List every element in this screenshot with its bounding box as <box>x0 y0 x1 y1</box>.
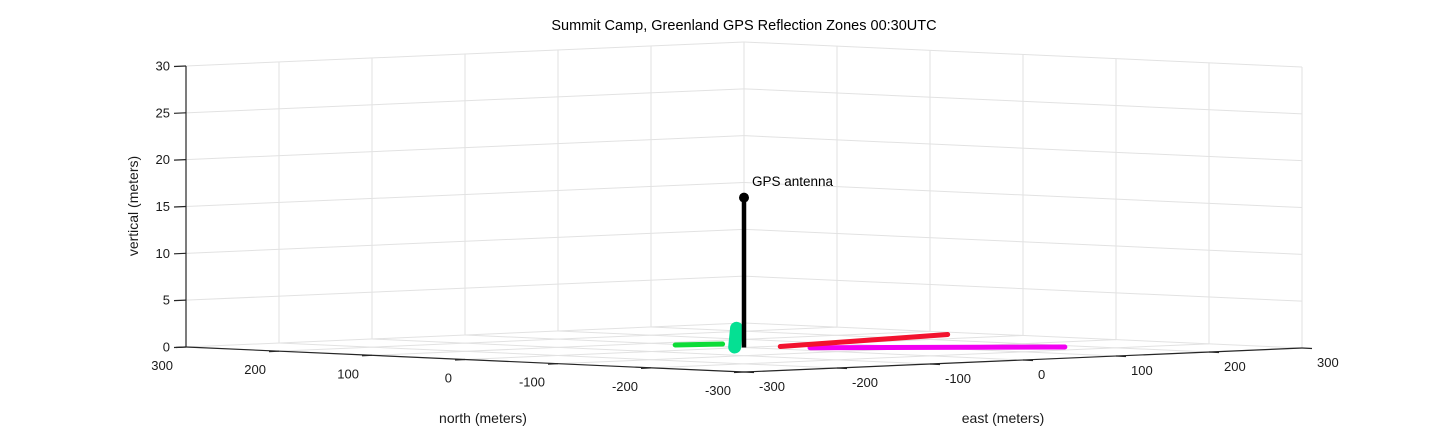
tick-label-north-0: 0 <box>445 371 452 386</box>
tick-vertical-25 <box>173 112 187 114</box>
tick-east-200 <box>1208 351 1220 354</box>
tick-label-vertical-30: 30 <box>156 58 170 73</box>
wall-grid-v-right-10 <box>743 228 1303 255</box>
tick-vertical-15 <box>173 205 187 208</box>
tick-east--300 <box>743 371 755 374</box>
tick-east--100 <box>929 363 941 366</box>
tick-north-200 <box>268 350 280 353</box>
wall-grid-v-left-30 <box>185 41 745 67</box>
tick-label-vertical-15: 15 <box>156 199 170 214</box>
floor-grid-north--100 <box>557 339 1117 365</box>
axis-label-east: east (meters) <box>962 410 1044 426</box>
tick-label-east--100: -100 <box>945 371 971 386</box>
axis-label-north: north (meters) <box>439 410 527 426</box>
wall-grid-v-right-5 <box>743 275 1303 302</box>
tick-label-north-200: 200 <box>244 362 266 377</box>
antenna-top-dot <box>739 192 749 203</box>
tick-north--200 <box>640 367 652 369</box>
tick-label-north-300: 300 <box>151 358 173 373</box>
wall-grid-v-left-20 <box>185 135 745 161</box>
axis-label-vertical: vertical (meters) <box>125 156 141 256</box>
tick-label-vertical-25: 25 <box>156 105 170 120</box>
zone-magenta <box>807 344 1068 351</box>
zone-green <box>672 341 726 348</box>
tick-label-north-100: 100 <box>337 366 359 381</box>
tick-label-east--300: -300 <box>759 379 785 394</box>
plot-title: Summit Camp, Greenland GPS Reflection Zo… <box>551 18 936 34</box>
tick-label-east-100: 100 <box>1131 363 1153 378</box>
tick-label-east-0: 0 <box>1038 367 1045 382</box>
tick-north--100 <box>547 363 559 365</box>
wall-grid-v-left-10 <box>185 228 745 254</box>
wall-grid-v-right-30 <box>743 41 1303 68</box>
tick-north--300 <box>733 371 745 374</box>
wall-grid-v-right-20 <box>743 135 1303 162</box>
floor-grid-north-300 <box>185 322 745 348</box>
wall-grid-v-left-15 <box>185 181 745 207</box>
reflection-zones <box>672 321 1068 354</box>
tick-label-east-300: 300 <box>1317 355 1339 370</box>
tick-labels: 0 5 10 15 20 25 30 300 200 100 0 -100 -200 -300 -300 -2… <box>151 58 1338 398</box>
tick-label-north--100: -100 <box>519 375 545 390</box>
tick-label-east--200: -200 <box>852 375 878 390</box>
antenna-label: GPS antenna <box>752 174 834 189</box>
tick-marks <box>173 65 1313 374</box>
tick-vertical-20 <box>173 159 187 161</box>
tick-east--200 <box>836 367 848 370</box>
wall-grid-v-left-25 <box>185 88 745 114</box>
gps-antenna-marker <box>739 192 749 348</box>
tick-north-300 <box>175 346 187 349</box>
tick-vertical-10 <box>173 252 187 255</box>
wall-grid-v-right-15 <box>743 181 1303 209</box>
tick-east-100 <box>1115 355 1127 358</box>
floor-grid-north-100 <box>371 330 931 356</box>
tick-vertical-5 <box>173 299 187 302</box>
wall-grid-v-right-25 <box>743 88 1303 115</box>
tick-vertical-30 <box>173 65 187 68</box>
tick-east-0 <box>1022 359 1034 362</box>
tick-label-north--200: -200 <box>612 379 638 394</box>
tick-label-east-200: 200 <box>1224 359 1246 374</box>
floor-grid-north--200 <box>650 343 1210 369</box>
tick-label-vertical-5: 5 <box>163 293 170 308</box>
tick-label-vertical-0: 0 <box>163 339 170 354</box>
tick-east-300 <box>1301 347 1313 350</box>
zone-springgreen <box>728 321 744 354</box>
tick-label-vertical-20: 20 <box>156 152 170 167</box>
zone-red <box>777 331 951 350</box>
tick-label-north--300: -300 <box>705 383 731 398</box>
wall-grid-v-left-5 <box>185 275 745 301</box>
tick-north-100 <box>361 354 373 357</box>
tick-label-vertical-10: 10 <box>156 246 170 261</box>
tick-north-0 <box>454 358 466 361</box>
